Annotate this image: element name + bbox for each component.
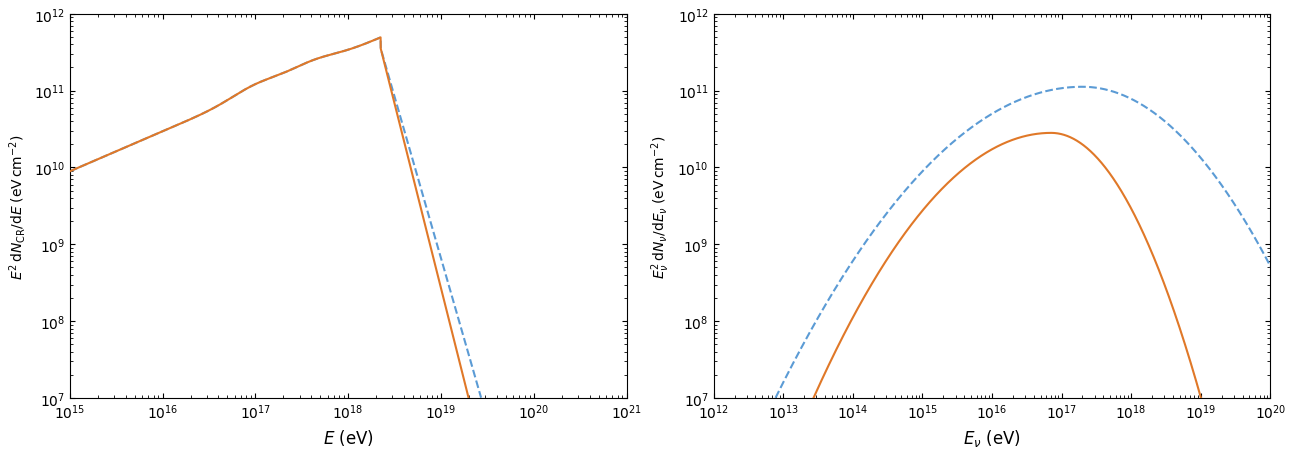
Y-axis label: $E_\nu^2\,\mathrm{d}N_\nu/\mathrm{d}E_\nu\;(\mathrm{eV\,cm}^{-2})$: $E_\nu^2\,\mathrm{d}N_\nu/\mathrm{d}E_\n… xyxy=(649,135,671,278)
X-axis label: $E$ (eV): $E$ (eV) xyxy=(323,427,374,447)
Y-axis label: $E^2\,\mathrm{d}N_{\mathrm{CR}}/\mathrm{d}E\;(\mathrm{eV\,cm}^{-2})$: $E^2\,\mathrm{d}N_{\mathrm{CR}}/\mathrm{… xyxy=(6,134,28,279)
X-axis label: $E_\nu$ (eV): $E_\nu$ (eV) xyxy=(963,427,1021,448)
